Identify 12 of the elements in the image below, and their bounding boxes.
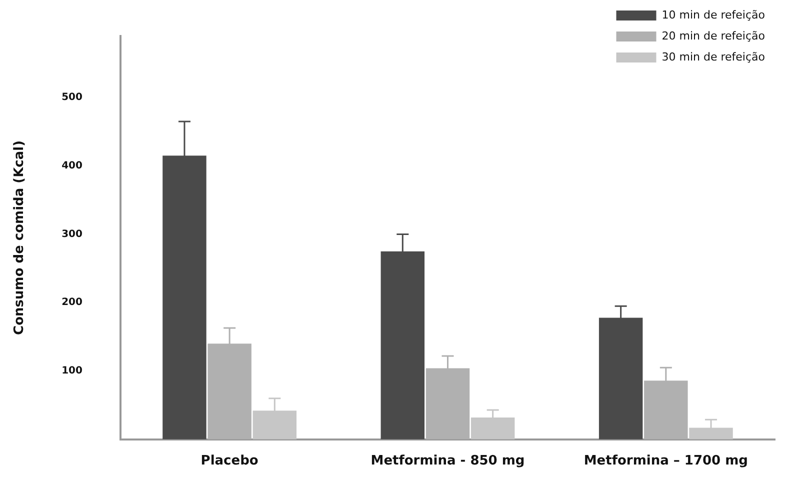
- y-tick-label: 300: [62, 228, 83, 240]
- y-tick-label: 200: [62, 297, 83, 308]
- x-tick-label: Metformina - 850 mg: [370, 454, 525, 469]
- x-tick-label: Metformina – 1700 mg: [584, 454, 748, 469]
- legend-label: 20 min de refeição: [662, 29, 766, 42]
- y-tick-label: 100: [62, 366, 83, 377]
- y-tick-label: 500: [62, 92, 83, 104]
- y-axis-title: Consumo de comida (Kcal): [12, 140, 28, 335]
- y-tick-label: 400: [62, 160, 83, 172]
- legend-label: 10 min de refeição: [662, 8, 766, 22]
- legend-label: 30 min de refeição: [662, 50, 766, 64]
- x-tick-label: Placebo: [200, 454, 258, 469]
